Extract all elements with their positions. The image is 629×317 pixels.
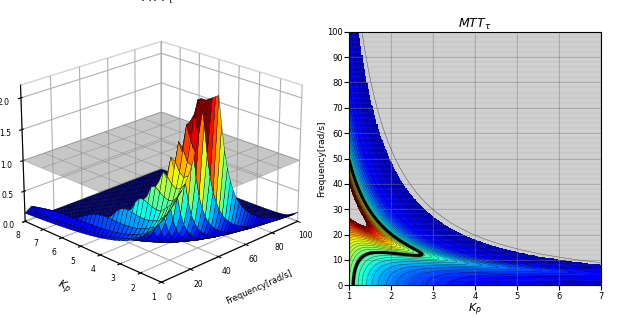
Y-axis label: Frequency[rad/s]: Frequency[rad/s] [317, 120, 326, 197]
X-axis label: $K_p$: $K_p$ [468, 302, 482, 317]
Title: $MTT_{\tau}$: $MTT_{\tau}$ [140, 0, 174, 6]
Y-axis label: $K_p$: $K_p$ [54, 277, 74, 297]
Title: $MTT_{\tau}$: $MTT_{\tau}$ [458, 16, 492, 32]
X-axis label: Frequency[rad/s]: Frequency[rad/s] [225, 268, 294, 306]
